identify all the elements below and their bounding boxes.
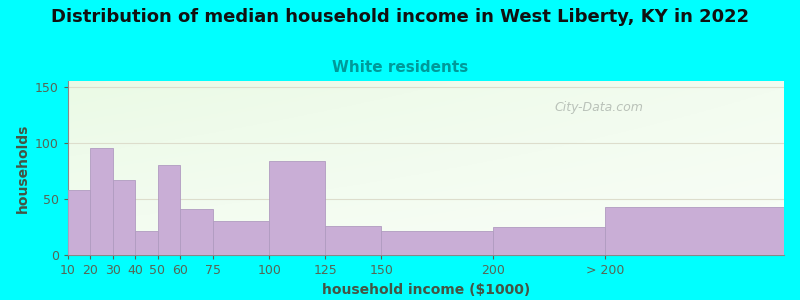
Bar (90, 148, 113, 255)
Bar (158, 165, 180, 255)
Y-axis label: households: households (15, 123, 30, 213)
Bar (68, 190, 90, 255)
Bar (135, 231, 158, 255)
Bar (605, 207, 784, 255)
X-axis label: household income ($1000): household income ($1000) (322, 283, 530, 297)
Text: City-Data.com: City-Data.com (555, 100, 644, 114)
Text: White residents: White residents (332, 60, 468, 75)
Bar (270, 161, 326, 255)
Bar (214, 221, 270, 255)
Bar (493, 227, 605, 255)
Bar (180, 209, 214, 255)
Bar (382, 231, 493, 255)
Bar (326, 226, 382, 255)
Text: Distribution of median household income in West Liberty, KY in 2022: Distribution of median household income … (51, 8, 749, 26)
Bar (113, 180, 135, 255)
